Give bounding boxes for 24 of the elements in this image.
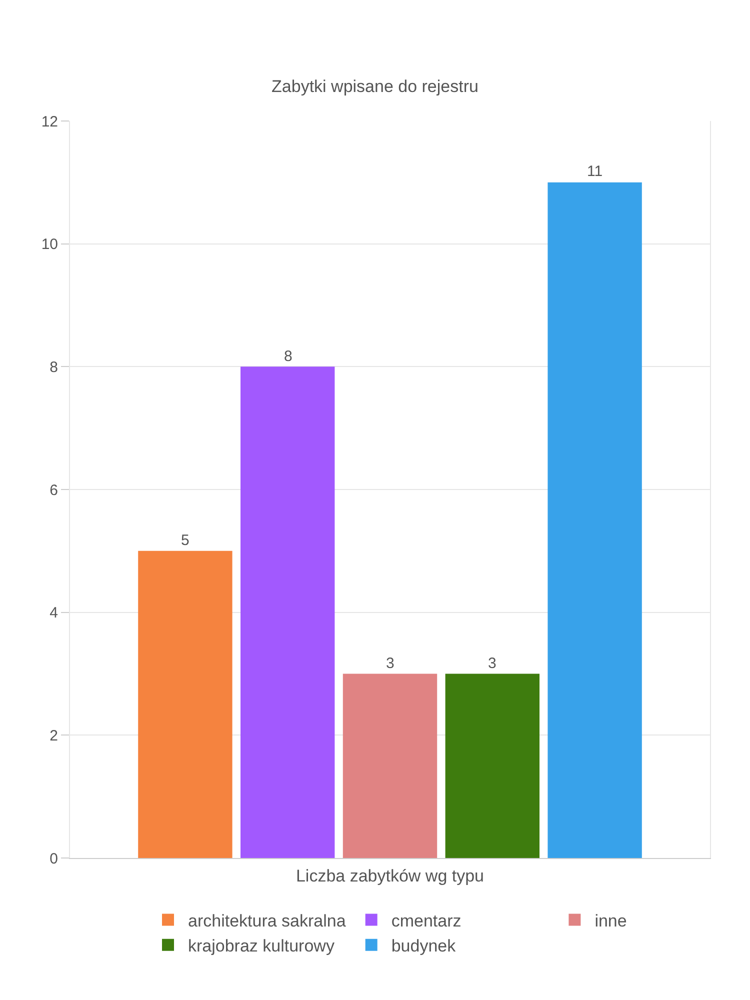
data-label: 3 (386, 655, 394, 672)
bar (240, 366, 335, 858)
legend-label: cmentarz (391, 911, 462, 930)
y-tick-label: 6 (50, 482, 58, 499)
y-tick-label: 10 (41, 236, 58, 254)
legend-label: architektura sakralna (188, 911, 346, 930)
y-tick-label: 2 (50, 727, 58, 744)
bar (138, 550, 232, 858)
y-tick-label: 12 (41, 113, 58, 130)
data-label: 11 (587, 163, 603, 180)
chart-title: Zabytki wpisane do rejestru (272, 76, 478, 96)
bar (445, 674, 540, 858)
legend-label: inne (594, 911, 627, 930)
y-tick-label: 0 (50, 850, 58, 868)
bar (548, 182, 642, 858)
y-tick-label: 8 (50, 358, 58, 376)
data-label: 3 (488, 655, 496, 672)
data-label: 5 (181, 532, 190, 549)
legend-label: krajobraz kulturowy (188, 936, 335, 956)
bar (342, 674, 438, 858)
x-axis-title: Liczba zabytków wg typu (296, 866, 484, 886)
legend-label: budynek (391, 936, 456, 956)
data-label: 8 (284, 348, 292, 365)
y-tick-label: 4 (50, 604, 58, 622)
